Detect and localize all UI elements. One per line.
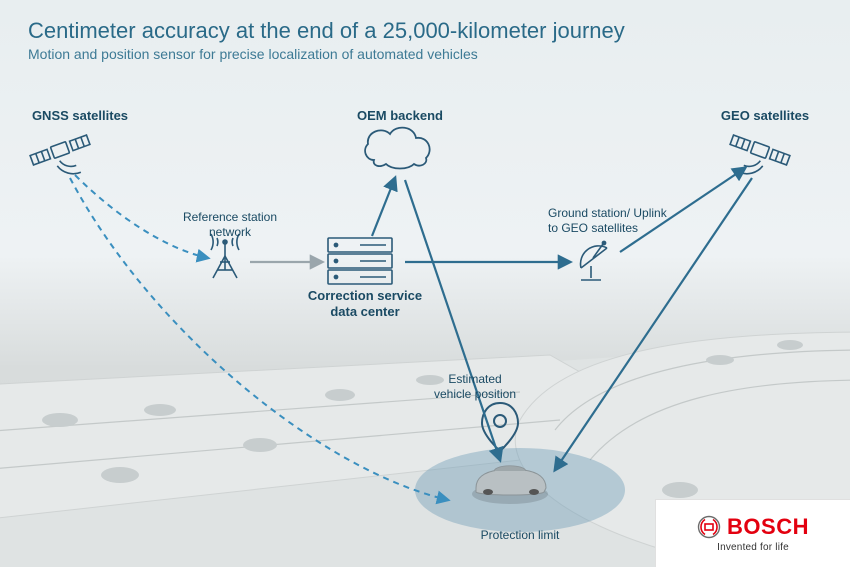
label-geo: GEO satellites [700, 108, 830, 124]
label-oem: OEM backend [340, 108, 460, 124]
satellite-dish-icon [581, 241, 607, 280]
brand-name: BOSCH [727, 514, 809, 540]
label-csdc: Correction service data center [300, 288, 430, 321]
radio-tower-icon [211, 234, 239, 278]
protection-ellipse [415, 448, 625, 532]
server-rack-icon [328, 238, 392, 284]
cloud-icon [365, 128, 430, 169]
label-estpos: Estimated vehicle position [430, 372, 520, 402]
page-subtitle: Motion and position sensor for precise l… [28, 46, 478, 62]
bosch-logo-icon [697, 515, 721, 539]
page-title: Centimeter accuracy at the end of a 25,0… [28, 18, 625, 44]
vehicle-icon [472, 466, 548, 504]
label-gnss: GNSS satellites [20, 108, 140, 124]
brand-logo: BOSCH Invented for life [655, 499, 850, 567]
brand-tagline: Invented for life [717, 542, 789, 553]
location-pin-icon [482, 403, 518, 451]
diagram-canvas [0, 0, 850, 567]
label-refnet: Reference station network [170, 210, 290, 240]
label-ground: Ground station/ Uplink to GEO satellites [548, 206, 668, 236]
label-protlim: Protection limit [460, 528, 580, 543]
gnss-satellite-icon [30, 134, 98, 186]
geo-satellite-icon [722, 134, 790, 186]
